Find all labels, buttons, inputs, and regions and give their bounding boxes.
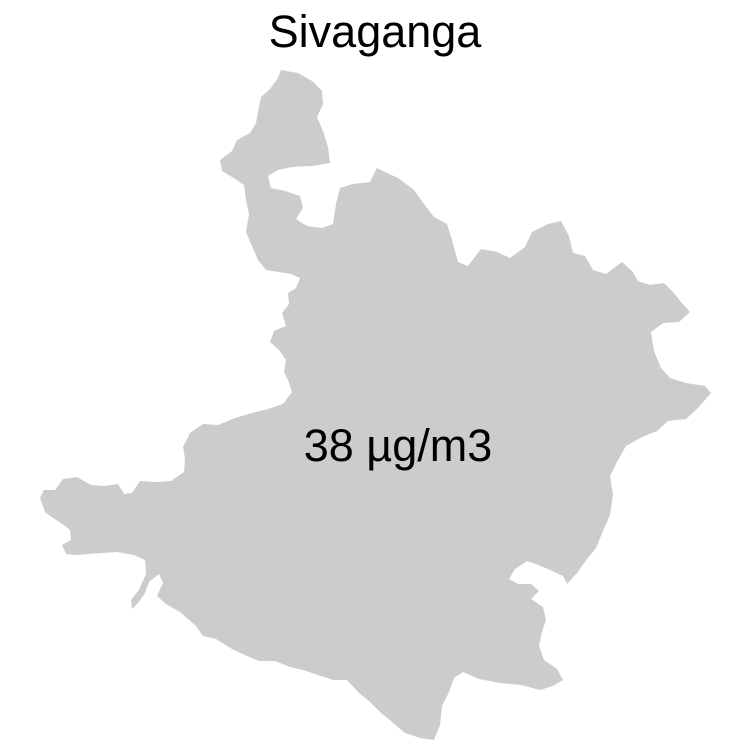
district-shape-sivaganga: [40, 70, 711, 740]
pollution-value-label: 38 µg/m3: [303, 420, 493, 471]
map-title: Sivaganga: [268, 6, 482, 57]
